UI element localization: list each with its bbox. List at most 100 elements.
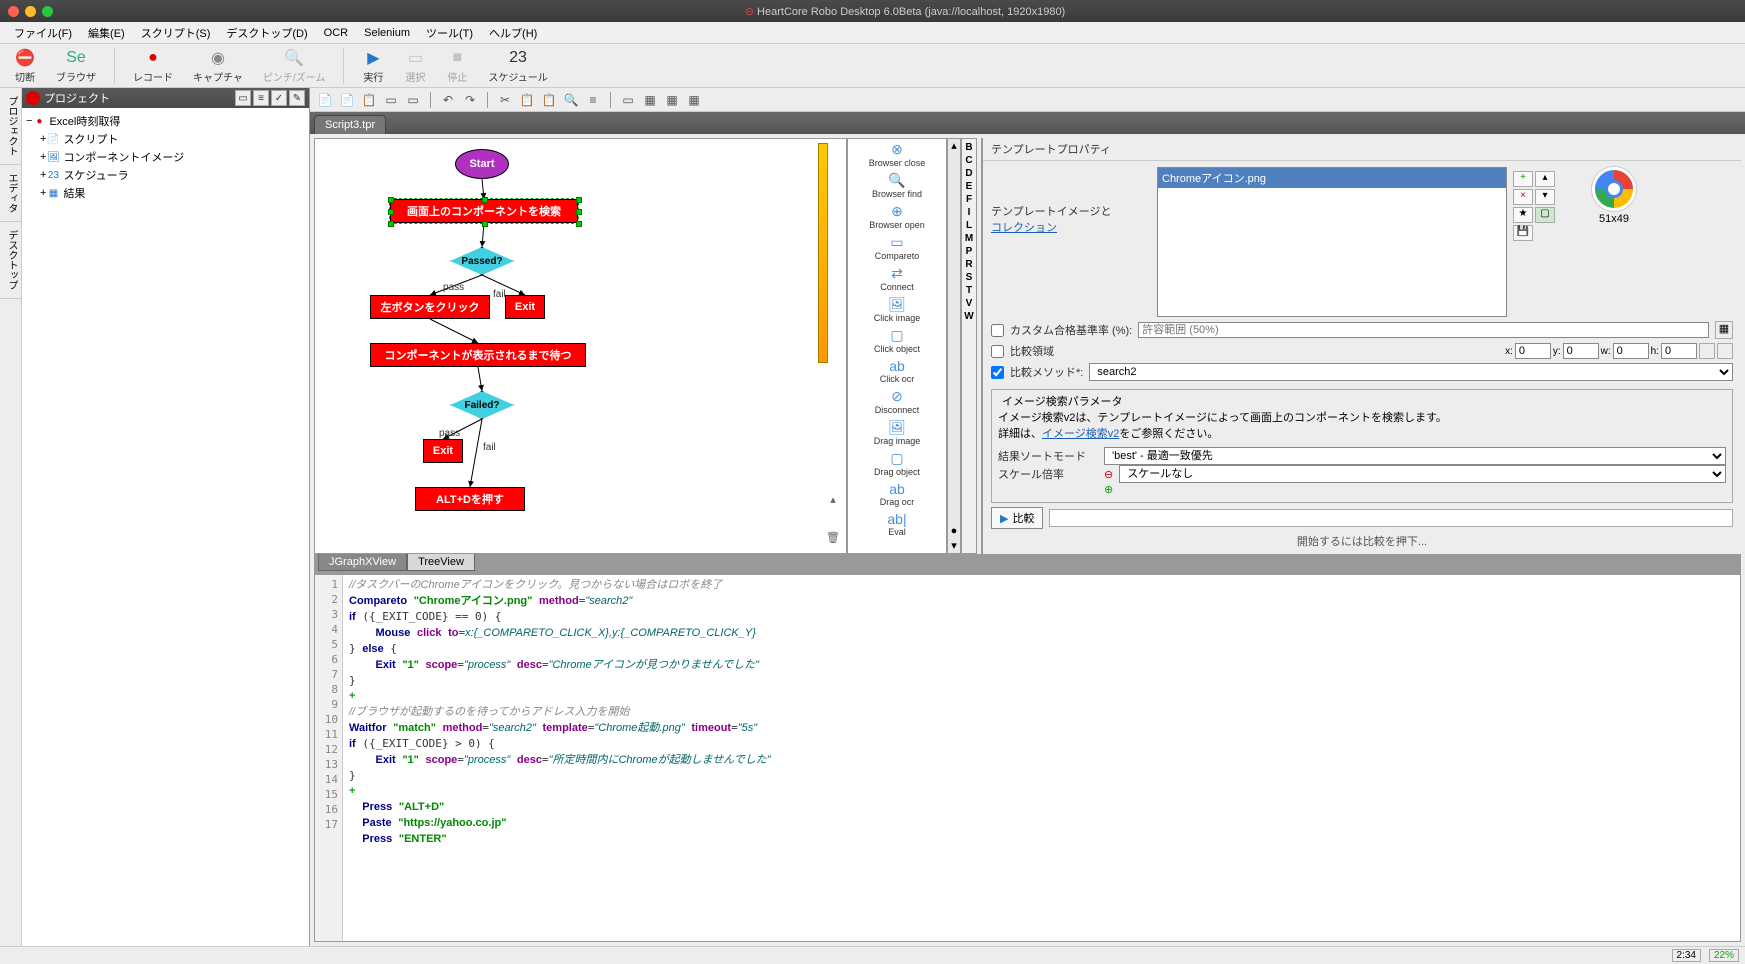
alpha-W[interactable]: W <box>964 310 973 323</box>
editor-btn[interactable]: ▭ <box>619 91 637 109</box>
coord-w[interactable] <box>1613 343 1649 359</box>
code-editor[interactable]: 1234567891011121314151617 //タスクバーのChrome… <box>314 574 1741 942</box>
add-icon[interactable]: + <box>1513 171 1533 187</box>
editor-btn[interactable]: ▭ <box>382 91 400 109</box>
flowchart-canvas[interactable]: Start画面上のコンポーネントを検索Passed?左ボタンをクリックExitコ… <box>314 138 847 554</box>
alpha-D[interactable]: D <box>965 167 972 180</box>
editor-btn[interactable]: ≡ <box>584 91 602 109</box>
up-icon[interactable]: ▴ <box>1535 171 1555 187</box>
flow-node-n3[interactable]: コンポーネントが表示されるまで待つ <box>370 343 586 367</box>
search-v2-link[interactable]: イメージ検索v2 <box>1042 428 1119 440</box>
tool-4[interactable]: ✎ <box>289 90 305 106</box>
editor-btn[interactable]: ↷ <box>461 91 479 109</box>
flow-node-exit2[interactable]: Exit <box>423 439 463 463</box>
editor-btn[interactable]: 📄 <box>338 91 356 109</box>
coord-h[interactable] <box>1661 343 1697 359</box>
palette-scrollbar[interactable]: ▴ ●▾ <box>947 138 961 554</box>
toolbar-キャプチャ[interactable]: ◉キャプチャ <box>187 45 249 86</box>
toolbar-実行[interactable]: ▶実行 <box>356 45 390 86</box>
scroll-up-icon[interactable]: ▴ <box>824 493 842 511</box>
file-tab[interactable]: Script3.tpr <box>314 115 386 134</box>
remove-icon[interactable]: × <box>1513 189 1533 205</box>
menu-ヘルプ(H)[interactable]: ヘルプ(H) <box>483 23 543 43</box>
tool-3[interactable]: ✓ <box>271 90 287 106</box>
tab-treeview[interactable]: TreeView <box>407 554 475 571</box>
palette-Browser find[interactable]: 🔍Browser find <box>848 170 946 201</box>
region-tool2-icon[interactable] <box>1717 343 1733 359</box>
compare-region-checkbox[interactable] <box>991 345 1004 358</box>
menu-ファイル(F)[interactable]: ファイル(F) <box>8 23 78 43</box>
flow-node-n2[interactable]: 左ボタンをクリック <box>370 295 490 319</box>
palette-Drag image[interactable]: 🖼Drag image <box>848 417 946 448</box>
alpha-L[interactable]: L <box>966 219 972 232</box>
coord-x[interactable] <box>1515 343 1551 359</box>
star-icon[interactable]: ★ <box>1513 207 1533 223</box>
delete-icon[interactable]: 🗑 <box>824 531 842 549</box>
palette-Click object[interactable]: ▢Click object <box>848 325 946 356</box>
alpha-V[interactable]: V <box>966 297 973 310</box>
flow-node-exit1[interactable]: Exit <box>505 295 545 319</box>
alpha-C[interactable]: C <box>965 154 972 167</box>
palette-Browser close[interactable]: ⊗Browser close <box>848 139 946 170</box>
alpha-R[interactable]: R <box>965 258 972 271</box>
flow-node-n4[interactable]: ALT+Dを押す <box>415 487 525 511</box>
menu-デスクトップ(D)[interactable]: デスクトップ(D) <box>220 23 313 43</box>
sidetab-プロジェクト[interactable]: プロジェクト <box>0 88 21 165</box>
maximize-icon[interactable] <box>42 6 53 17</box>
template-list[interactable]: Chromeアイコン.png <box>1157 167 1507 317</box>
save-icon[interactable]: 💾 <box>1513 225 1533 241</box>
region-picker-icon[interactable]: ▦ <box>1715 321 1733 339</box>
editor-btn[interactable]: ▦ <box>685 91 703 109</box>
tree-item[interactable]: +▦結果 <box>26 184 305 202</box>
tab-jgraphx[interactable]: JGraphXView <box>318 554 407 571</box>
template-item-selected[interactable]: Chromeアイコン.png <box>1158 168 1506 188</box>
menu-編集(E)[interactable]: 編集(E) <box>82 23 131 43</box>
compare-button[interactable]: ▶比較 <box>991 507 1043 529</box>
editor-btn[interactable]: 🔍 <box>562 91 580 109</box>
scale-select[interactable]: スケールなし <box>1119 465 1726 483</box>
menu-スクリプト(S)[interactable]: スクリプト(S) <box>135 23 217 43</box>
custom-pass-input[interactable] <box>1138 322 1709 338</box>
palette-Eval[interactable]: ab|Eval <box>848 509 946 539</box>
palette-Compareto[interactable]: ▭Compareto <box>848 232 946 263</box>
palette-Browser open[interactable]: ⊕Browser open <box>848 201 946 232</box>
flow-node-n1[interactable]: 画面上のコンポーネントを検索 <box>390 199 578 223</box>
custom-pass-checkbox[interactable] <box>991 324 1004 337</box>
menu-ツール(T)[interactable]: ツール(T) <box>420 23 479 43</box>
toolbar-切断[interactable]: ⛔切断 <box>8 45 42 86</box>
editor-btn[interactable]: ▭ <box>404 91 422 109</box>
coord-y[interactable] <box>1563 343 1599 359</box>
alpha-S[interactable]: S <box>966 271 973 284</box>
flow-node-d2[interactable]: Failed? <box>450 391 514 419</box>
menu-Selenium[interactable]: Selenium <box>358 25 416 41</box>
palette-Click ocr[interactable]: abClick ocr <box>848 356 946 386</box>
flow-node-start[interactable]: Start <box>455 149 509 179</box>
editor-btn[interactable]: ▦ <box>641 91 659 109</box>
alpha-F[interactable]: F <box>966 193 972 206</box>
sidetab-エディタ[interactable]: エディタ <box>0 165 21 222</box>
sidetab-デスクトップ[interactable]: デスクトップ <box>0 222 21 299</box>
toolbar-ブラウザ[interactable]: Seブラウザ <box>50 45 102 86</box>
tree-item[interactable]: +📄スクリプト <box>26 130 305 148</box>
capture-icon[interactable]: ▢ <box>1535 207 1555 223</box>
tool-2[interactable]: ≡ <box>253 90 269 106</box>
add-scale-icon[interactable]: ⊕ <box>1104 483 1113 496</box>
editor-btn[interactable]: 📋 <box>360 91 378 109</box>
tree-item[interactable]: +23スケジューラ <box>26 166 305 184</box>
palette-Drag ocr[interactable]: abDrag ocr <box>848 479 946 509</box>
palette-Drag object[interactable]: ▢Drag object <box>848 448 946 479</box>
sort-select[interactable]: 'best' - 最適一致優先 <box>1104 447 1726 465</box>
editor-btn[interactable]: 📋 <box>540 91 558 109</box>
alpha-B[interactable]: B <box>965 141 972 154</box>
palette-Connect[interactable]: ⇄Connect <box>848 263 946 294</box>
collection-link[interactable]: コレクション <box>991 222 1057 234</box>
editor-btn[interactable]: 📄 <box>316 91 334 109</box>
alpha-index[interactable]: BCDEFILMPRSTVW <box>961 138 977 554</box>
remove-scale-icon[interactable]: ⊖ <box>1104 468 1113 481</box>
toolbar-スケジュール[interactable]: 23スケジュール <box>482 45 553 86</box>
tool-1[interactable]: ▭ <box>235 90 251 106</box>
editor-btn[interactable]: ▦ <box>663 91 681 109</box>
editor-btn[interactable]: 📋 <box>518 91 536 109</box>
alpha-I[interactable]: I <box>968 206 971 219</box>
palette-Click image[interactable]: 🖼Click image <box>848 294 946 325</box>
